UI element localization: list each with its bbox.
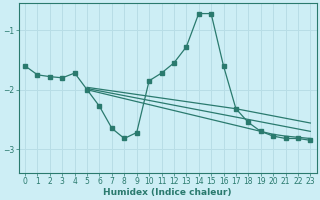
X-axis label: Humidex (Indice chaleur): Humidex (Indice chaleur)	[103, 188, 232, 197]
